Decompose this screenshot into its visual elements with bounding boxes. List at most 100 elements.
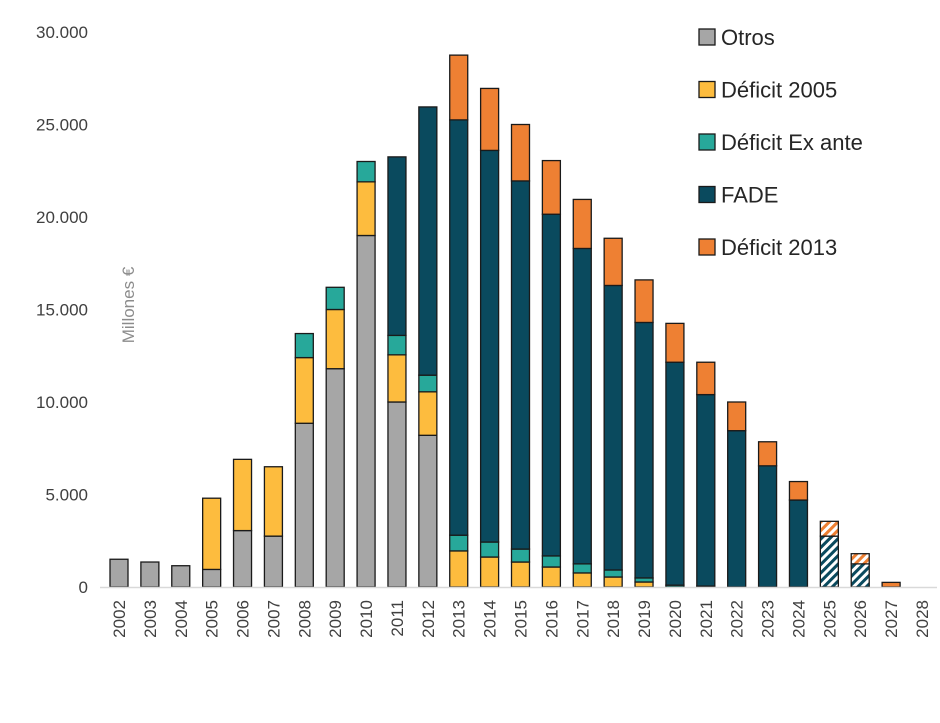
bar-2017 bbox=[572, 198, 592, 588]
x-tick-label: 2026 bbox=[851, 600, 870, 638]
legend-label: Déficit Ex ante bbox=[721, 130, 863, 155]
bar-segment-d-ficit-2013-2027 bbox=[881, 581, 901, 588]
y-tick-label: 0 bbox=[79, 578, 88, 597]
bar-segment-d-ficit-2013-2022 bbox=[727, 401, 747, 432]
bar-segment-d-ficit-ex-ante-2017 bbox=[572, 563, 592, 574]
bar-2013 bbox=[449, 54, 469, 588]
bar-segment-d-ficit-2005-2014 bbox=[479, 556, 500, 588]
bar-segment-fade-2011 bbox=[387, 156, 407, 337]
legend-item: FADE bbox=[698, 183, 778, 208]
x-tick-label: 2028 bbox=[913, 600, 932, 638]
x-tick-label: 2024 bbox=[789, 600, 808, 638]
bar-segment-fade-2013 bbox=[449, 119, 469, 536]
legend-label: FADE bbox=[721, 183, 778, 208]
bar-segment-fade-2022 bbox=[727, 430, 747, 588]
bar-segment-otros-2008 bbox=[294, 422, 314, 588]
bar-2016 bbox=[541, 159, 562, 588]
bar-2005 bbox=[202, 497, 222, 588]
bar-2019 bbox=[634, 279, 654, 588]
bar-segment-d-ficit-2013-2026 bbox=[850, 553, 870, 565]
bar-segment-d-ficit-2005-2010 bbox=[356, 181, 376, 237]
bar-segment-d-ficit-ex-ante-2010 bbox=[356, 160, 376, 183]
bar-segment-d-ficit-2013-2025 bbox=[819, 520, 839, 537]
bar-segment-d-ficit-ex-ante-2016 bbox=[541, 555, 562, 568]
bar-segment-d-ficit-2005-2011 bbox=[387, 354, 407, 403]
bar-2024 bbox=[788, 480, 809, 588]
legend-swatch bbox=[698, 28, 716, 46]
bar-2002 bbox=[109, 558, 129, 588]
y-tick-label: 15.000 bbox=[36, 301, 88, 320]
bar-segment-d-ficit-ex-ante-2011 bbox=[387, 334, 407, 356]
bar-segment-d-ficit-2013-2014 bbox=[479, 87, 500, 152]
legend-label: Déficit 2013 bbox=[721, 235, 837, 260]
bar-segment-d-ficit-2013-2017 bbox=[572, 198, 592, 250]
legend-item: Déficit Ex ante bbox=[698, 130, 863, 155]
bar-2007 bbox=[263, 466, 284, 588]
bar-2004 bbox=[171, 565, 191, 588]
legend-swatch bbox=[698, 80, 716, 99]
bar-2018 bbox=[603, 237, 623, 588]
x-tick-label: 2014 bbox=[481, 600, 500, 638]
x-tick-label: 2019 bbox=[635, 600, 654, 638]
x-tick-label: 2012 bbox=[419, 600, 438, 638]
y-tick-label: 5.000 bbox=[45, 486, 88, 505]
bar-segment-d-ficit-ex-ante-2012 bbox=[418, 374, 438, 393]
bar-segment-fade-2016 bbox=[541, 213, 562, 557]
bar-segment-otros-2007 bbox=[263, 535, 284, 588]
x-tick-label: 2023 bbox=[759, 600, 778, 638]
bar-2014 bbox=[479, 87, 500, 588]
bar-segment-d-ficit-2013-2016 bbox=[541, 159, 562, 215]
x-tick-label: 2005 bbox=[203, 600, 222, 638]
bar-segment-d-ficit-ex-ante-2009 bbox=[325, 286, 345, 311]
bar-segment-d-ficit-2005-2019 bbox=[634, 581, 654, 588]
bar-2011 bbox=[387, 156, 407, 588]
bar-2021 bbox=[696, 361, 716, 588]
x-tick-label: 2018 bbox=[604, 600, 623, 638]
bar-segment-otros-2004 bbox=[171, 565, 191, 588]
bar-segment-fade-2017 bbox=[572, 247, 592, 565]
bar-segment-otros-2009 bbox=[325, 368, 345, 588]
bar-2025 bbox=[819, 520, 839, 588]
bar-2006 bbox=[232, 458, 253, 588]
bar-2026 bbox=[850, 553, 870, 588]
x-tick-label: 2027 bbox=[882, 600, 901, 638]
bar-segment-d-ficit-2013-2013 bbox=[449, 54, 469, 121]
bar-2012 bbox=[418, 106, 438, 588]
x-tick-label: 2013 bbox=[450, 600, 469, 638]
bar-segment-otros-2005 bbox=[202, 568, 222, 588]
x-tick-label: 2021 bbox=[697, 600, 716, 638]
bar-segment-d-ficit-2005-2012 bbox=[418, 391, 438, 436]
bar-segment-fade-2026 bbox=[850, 563, 870, 588]
x-tick-label: 2025 bbox=[820, 600, 839, 638]
x-tick-label: 2003 bbox=[141, 600, 160, 638]
bar-segment-d-ficit-2013-2023 bbox=[757, 441, 778, 467]
x-tick-label: 2008 bbox=[295, 600, 314, 638]
bar-segment-otros-2003 bbox=[140, 561, 160, 588]
bar-segment-d-ficit-2005-2006 bbox=[232, 458, 253, 532]
bar-segment-d-ficit-2013-2020 bbox=[665, 322, 685, 363]
bar-segment-d-ficit-2013-2021 bbox=[696, 361, 716, 396]
bar-segment-fade-2025 bbox=[819, 535, 839, 588]
bar-segment-fade-2023 bbox=[757, 465, 778, 588]
x-tick-label: 2022 bbox=[728, 600, 747, 638]
bar-2027 bbox=[881, 581, 901, 588]
y-tick-label: 30.000 bbox=[36, 23, 88, 42]
bar-segment-d-ficit-2005-2008 bbox=[294, 356, 314, 424]
bar-segment-d-ficit-2005-2015 bbox=[510, 561, 531, 588]
bar-segment-fade-2019 bbox=[634, 321, 654, 579]
bar-segment-otros-2010 bbox=[356, 234, 376, 588]
legend: Otros Déficit 2005 Déficit Ex ante FADE Défi… bbox=[698, 25, 863, 260]
bar-segment-d-ficit-2013-2024 bbox=[788, 480, 809, 501]
y-tick-label: 10.000 bbox=[36, 393, 88, 412]
x-tick-label: 2011 bbox=[388, 600, 407, 637]
bar-segment-d-ficit-2005-2009 bbox=[325, 308, 345, 370]
bar-segment-otros-2012 bbox=[418, 434, 438, 588]
legend-swatch bbox=[698, 133, 716, 151]
y-tick-label: 25.000 bbox=[36, 116, 88, 135]
y-tick-label: 20.000 bbox=[36, 208, 88, 227]
bar-segment-otros-2002 bbox=[109, 558, 129, 588]
x-tick-label: 2017 bbox=[573, 600, 592, 638]
bar-segment-d-ficit-2013-2019 bbox=[634, 279, 654, 324]
bar-segment-fade-2024 bbox=[788, 499, 809, 588]
